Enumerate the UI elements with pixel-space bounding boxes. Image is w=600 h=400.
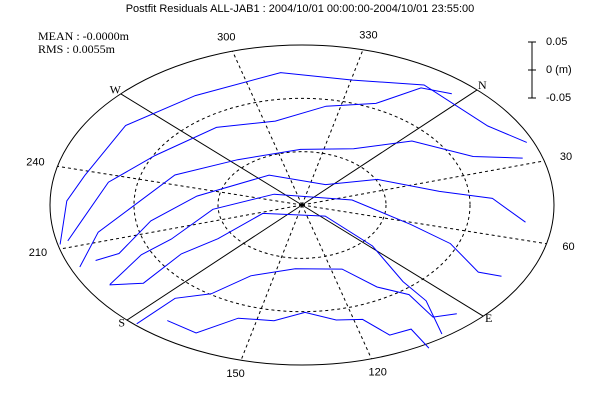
direction-label: W [110,82,122,96]
direction-line [301,204,484,317]
azimuth-label: 210 [29,247,47,259]
direction-line [301,89,478,206]
rms-annotation: RMS : 0.0055m [38,42,116,56]
residual-track [167,311,430,349]
scale-label: -0.05 [546,92,571,104]
mean-annotation: MEAN : -0.0000m [38,29,130,43]
azimuth-line [59,204,303,250]
residual-track [59,72,527,245]
direction-label: S [118,315,125,329]
horizon [49,44,555,366]
azimuth-label: 30 [560,151,572,163]
scale-label: 0.05 [546,36,567,48]
azimuth-label: 330 [359,30,377,42]
azimuth-line [301,204,547,245]
azimuth-line [240,204,303,361]
residual-track [136,268,457,325]
residual-track [109,193,502,285]
azimuth-line [301,160,545,206]
chart-title: Postfit Residuals ALL-JAB1 : 2004/10/01 … [126,3,475,15]
azimuth-label: 60 [562,241,574,253]
direction-line [126,204,303,321]
direction-label: N [478,78,487,92]
residual-track [79,140,523,268]
elevation-ring [133,97,471,313]
residual-track [109,212,443,335]
direction-line [120,93,303,206]
azimuth-label: 240 [26,157,44,169]
azimuth-label: 300 [217,31,235,43]
azimuth-line [301,49,364,206]
residual-track [95,174,526,261]
azimuth-line [232,50,303,206]
azimuth-line [57,165,303,206]
scale-label: 0 (m) [546,64,572,76]
azimuth-label: 120 [369,367,387,379]
azimuth-label: 150 [226,368,244,380]
direction-label: E [485,311,492,325]
residual-track [67,87,452,242]
elevation-ring [217,151,387,259]
azimuth-line [301,204,372,360]
